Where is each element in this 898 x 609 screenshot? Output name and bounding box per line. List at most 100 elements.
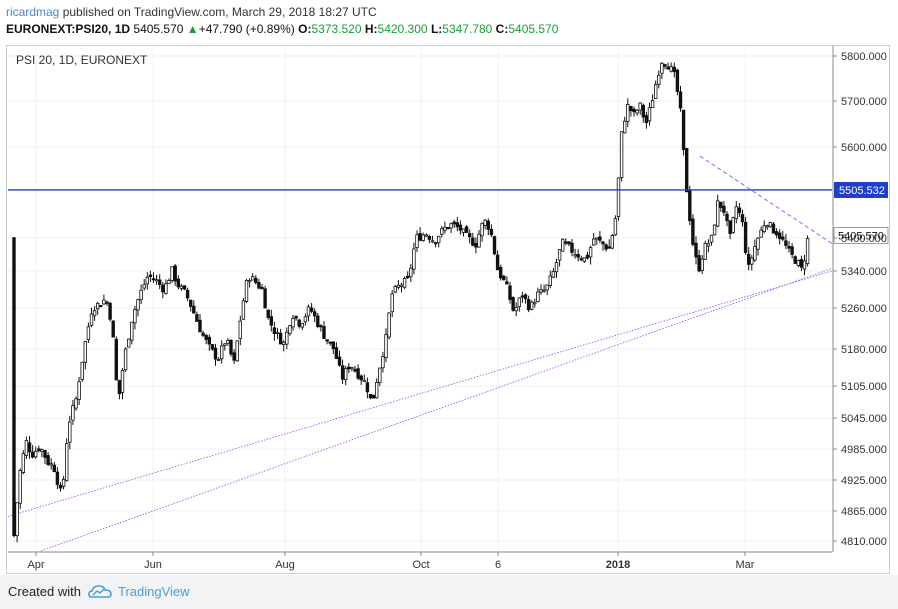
up-candle xyxy=(731,217,735,233)
down-candle xyxy=(446,226,450,230)
down-candle xyxy=(697,255,701,272)
down-candle xyxy=(105,301,109,304)
down-candle xyxy=(322,326,326,339)
up-candle xyxy=(796,260,800,266)
down-candle xyxy=(52,464,56,473)
up-candle xyxy=(65,443,69,482)
up-candle xyxy=(68,421,72,443)
down-candle xyxy=(778,232,782,239)
close-label: C: xyxy=(495,22,509,36)
up-candle xyxy=(657,74,661,85)
down-candle xyxy=(176,278,180,288)
down-candle xyxy=(195,314,199,322)
x-tick-label: Oct xyxy=(412,559,429,571)
up-candle xyxy=(421,234,425,241)
down-candle xyxy=(148,274,153,278)
symbol-label: EURONEXT:PSI20, 1D xyxy=(6,22,131,36)
down-candle xyxy=(356,368,360,379)
lower-support-trendline xyxy=(37,267,833,553)
up-candle xyxy=(145,276,149,285)
author-link[interactable]: ricardmag xyxy=(6,5,60,19)
down-candle xyxy=(257,282,261,289)
down-candle xyxy=(188,299,193,307)
down-candle xyxy=(598,236,602,241)
up-candle xyxy=(756,237,760,250)
up-candle xyxy=(533,302,537,305)
down-candle xyxy=(347,366,351,370)
up-candle xyxy=(74,398,78,409)
up-candle xyxy=(610,235,614,249)
up-candle xyxy=(551,270,556,278)
down-candle xyxy=(185,289,190,299)
x-tick-label: 2018 xyxy=(606,559,630,571)
down-candle xyxy=(691,218,695,245)
down-candle xyxy=(629,106,633,112)
tradingview-brand-link[interactable]: TradingView xyxy=(118,584,190,599)
down-candle xyxy=(297,319,301,327)
last-price-tag-bg xyxy=(833,227,889,244)
down-candle xyxy=(418,233,422,241)
up-candle xyxy=(130,321,134,341)
down-candle xyxy=(319,325,323,328)
up-candle xyxy=(399,284,404,287)
up-candle xyxy=(660,62,664,74)
down-candle xyxy=(337,356,342,366)
upper-support-trendline xyxy=(7,270,833,517)
up-candle xyxy=(238,320,242,340)
up-candle xyxy=(703,242,707,260)
up-candle xyxy=(102,299,106,305)
up-candle xyxy=(700,258,704,271)
down-candle xyxy=(114,338,118,381)
down-candle xyxy=(570,242,574,253)
down-candle xyxy=(747,253,751,265)
up-candle xyxy=(21,453,25,473)
up-candle xyxy=(219,345,224,360)
down-candle xyxy=(27,442,32,453)
up-candle xyxy=(759,229,763,238)
up-candle xyxy=(716,200,720,227)
down-candle xyxy=(371,394,376,399)
tradingview-logo-icon xyxy=(88,585,112,598)
high-value: 5420.300 xyxy=(377,22,428,36)
up-candle xyxy=(83,341,87,363)
up-candle xyxy=(133,309,137,324)
up-candle xyxy=(517,297,521,307)
down-candle xyxy=(260,286,264,290)
down-candle xyxy=(269,316,273,326)
down-candle xyxy=(467,233,472,238)
down-candle xyxy=(793,256,797,264)
low-label: L: xyxy=(430,22,443,36)
down-candle xyxy=(725,213,729,221)
up-candle xyxy=(381,356,385,369)
last-price-value: 5405.570 xyxy=(838,230,884,242)
x-tick-label: Apr xyxy=(27,559,44,571)
up-candle xyxy=(291,318,295,328)
down-candle xyxy=(312,311,317,317)
up-candle xyxy=(275,331,280,334)
up-candle xyxy=(430,240,435,243)
down-candle xyxy=(641,104,645,118)
down-candle xyxy=(737,207,742,214)
down-candle xyxy=(151,278,156,281)
down-candle xyxy=(201,332,205,336)
up-candle xyxy=(303,316,308,323)
up-candle xyxy=(554,262,559,273)
up-candle xyxy=(306,306,311,317)
up-candle xyxy=(573,254,577,257)
time-axis: Apr Jun Aug Oct 6 2018 Mar xyxy=(8,551,832,571)
up-candle xyxy=(250,276,255,281)
down-candle xyxy=(784,240,788,246)
up-candle xyxy=(61,478,66,487)
down-candle xyxy=(681,109,686,150)
up-candle xyxy=(440,228,444,235)
up-candle xyxy=(650,100,655,109)
candles xyxy=(12,61,810,543)
up-candle xyxy=(164,283,168,294)
up-candle xyxy=(285,331,289,345)
up-candle xyxy=(40,449,44,452)
down-candle xyxy=(254,277,258,284)
footer: Created with TradingView xyxy=(0,575,898,609)
up-candle xyxy=(409,267,413,278)
down-candle xyxy=(719,201,723,208)
